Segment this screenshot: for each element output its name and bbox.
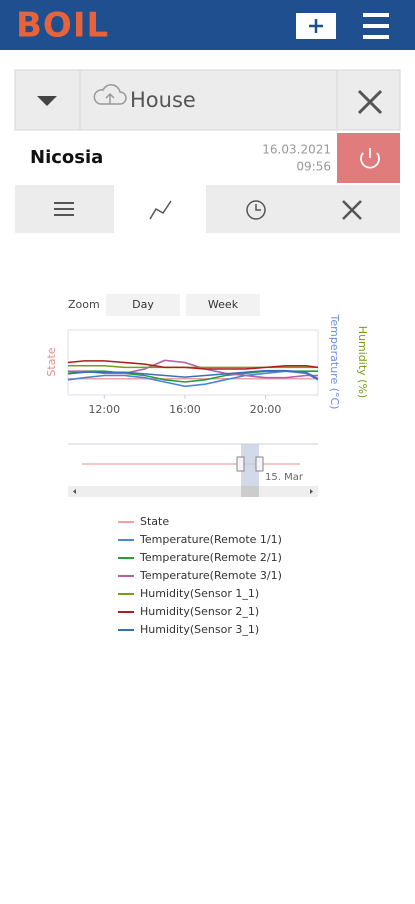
legend-label[interactable]: Humidity(Sensor 2_1) — [140, 605, 259, 618]
legend-label[interactable]: Humidity(Sensor 3_1) — [140, 623, 259, 636]
legend-label[interactable]: State — [140, 515, 169, 528]
series-line — [67, 360, 319, 370]
app-header — [0, 0, 415, 50]
navigator-handle-right[interactable] — [255, 456, 264, 472]
legend-label[interactable]: Temperature(Remote 2/1) — [139, 551, 282, 564]
clock-hands — [255, 204, 261, 211]
zoom-day[interactable] — [106, 294, 180, 316]
tab-list[interactable] — [54, 202, 74, 216]
plot-area — [67, 329, 319, 396]
tab-settings[interactable] — [342, 200, 362, 220]
tab-bar — [15, 185, 400, 233]
x-tick-label: 12:00 — [88, 403, 120, 416]
tab-chart-selected[interactable] — [114, 185, 206, 233]
zoom-label: Zoom — [68, 298, 100, 311]
tab-chart-icon — [149, 200, 172, 220]
y3-axis-label: State — [45, 347, 58, 376]
y2-axis-label: Humidity (%) — [356, 326, 369, 398]
logo: BOIL — [16, 6, 109, 46]
dropdown-icon — [37, 96, 57, 106]
power-icon — [360, 148, 380, 169]
add-icon — [309, 19, 323, 33]
x-tick-label: 16:00 — [169, 403, 201, 416]
time: 09:56 — [296, 160, 331, 174]
cloud-icon — [93, 84, 127, 105]
y-axis-label: Temperature (°C) — [328, 314, 341, 410]
legend-label[interactable]: Temperature(Remote 3/1) — [139, 569, 282, 582]
scrollbar-track[interactable] — [68, 486, 318, 497]
date: 16.03.2021 — [262, 143, 331, 157]
legend-label[interactable]: Temperature(Remote 1/1) — [139, 533, 282, 546]
menu-button[interactable] — [363, 13, 389, 39]
series-line — [68, 364, 318, 369]
scrollbar-thumb[interactable] — [241, 486, 259, 497]
series-line — [67, 369, 319, 380]
navigator-label: 15. Mar — [265, 472, 304, 483]
tab-clock[interactable] — [246, 200, 266, 220]
series-line — [68, 359, 318, 379]
legend-label[interactable]: Humidity(Sensor 1_1) — [140, 587, 259, 600]
navigator-selection[interactable] — [241, 444, 259, 497]
zoom-day-label[interactable]: Day — [132, 298, 154, 311]
power-button[interactable] — [337, 133, 400, 183]
navigator-handle-left[interactable] — [236, 456, 245, 472]
tools-icon — [357, 89, 383, 115]
zoom-week[interactable] — [186, 294, 260, 316]
device-name[interactable]: House — [130, 88, 196, 112]
zoom-week-label[interactable]: Week — [208, 298, 239, 311]
location-name: Nicosia — [30, 147, 103, 168]
x-tick-label: 20:00 — [250, 403, 282, 416]
